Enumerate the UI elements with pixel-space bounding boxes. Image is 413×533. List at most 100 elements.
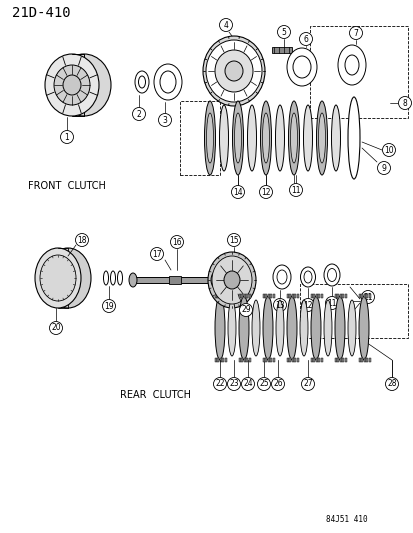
Bar: [337, 358, 339, 362]
Text: 21D-410: 21D-410: [12, 6, 71, 20]
Ellipse shape: [327, 269, 336, 281]
Ellipse shape: [35, 248, 81, 308]
Ellipse shape: [135, 71, 149, 93]
Circle shape: [385, 377, 398, 391]
Bar: [342, 358, 344, 362]
Bar: [248, 358, 250, 362]
Bar: [366, 294, 368, 298]
Bar: [272, 358, 274, 362]
Ellipse shape: [228, 300, 235, 356]
Bar: [286, 358, 288, 362]
Circle shape: [132, 108, 145, 120]
Bar: [169, 276, 180, 284]
Text: 28: 28: [386, 379, 396, 389]
Circle shape: [227, 377, 240, 391]
Text: 23: 23: [229, 379, 238, 389]
Ellipse shape: [63, 75, 81, 95]
Ellipse shape: [207, 252, 255, 308]
Text: 27: 27: [302, 379, 312, 389]
Bar: [342, 294, 344, 298]
Circle shape: [277, 26, 290, 38]
Bar: [262, 358, 264, 362]
Ellipse shape: [219, 105, 228, 171]
Text: 84J51 410: 84J51 410: [325, 514, 367, 523]
Ellipse shape: [204, 101, 215, 175]
Text: FRONT  CLUTCH: FRONT CLUTCH: [28, 181, 106, 191]
Ellipse shape: [247, 105, 256, 171]
Circle shape: [227, 233, 240, 246]
Circle shape: [349, 27, 362, 39]
Ellipse shape: [110, 271, 115, 285]
Ellipse shape: [211, 256, 252, 304]
Bar: [344, 358, 346, 362]
Ellipse shape: [202, 36, 264, 106]
Circle shape: [239, 303, 252, 317]
Ellipse shape: [286, 296, 296, 360]
Text: 9: 9: [381, 164, 385, 173]
Bar: [315, 358, 317, 362]
Ellipse shape: [316, 101, 327, 175]
Ellipse shape: [331, 105, 339, 171]
Bar: [267, 358, 269, 362]
Ellipse shape: [54, 65, 90, 105]
Circle shape: [301, 377, 314, 391]
Bar: [270, 358, 272, 362]
Bar: [222, 294, 224, 298]
Text: 1: 1: [64, 133, 69, 141]
Circle shape: [150, 247, 163, 261]
Ellipse shape: [347, 97, 359, 179]
Circle shape: [289, 183, 302, 197]
Text: 12: 12: [261, 188, 270, 197]
Text: 2: 2: [136, 109, 141, 118]
Ellipse shape: [40, 255, 76, 301]
Ellipse shape: [292, 56, 310, 78]
Ellipse shape: [323, 300, 331, 356]
Bar: [238, 358, 240, 362]
Bar: [271, 47, 291, 53]
Ellipse shape: [318, 113, 325, 163]
Ellipse shape: [303, 105, 312, 171]
Bar: [318, 358, 320, 362]
Ellipse shape: [211, 271, 223, 289]
Ellipse shape: [344, 55, 358, 75]
Bar: [368, 294, 370, 298]
Bar: [291, 294, 293, 298]
Bar: [363, 294, 365, 298]
Text: 6: 6: [303, 35, 308, 44]
Ellipse shape: [45, 54, 99, 116]
Ellipse shape: [275, 300, 283, 356]
Bar: [334, 358, 336, 362]
Bar: [296, 358, 298, 362]
Bar: [358, 358, 360, 362]
Bar: [291, 358, 293, 362]
Circle shape: [50, 321, 62, 335]
Text: 18: 18: [77, 236, 87, 245]
Bar: [334, 294, 336, 298]
Circle shape: [102, 300, 115, 312]
Bar: [246, 358, 248, 362]
Text: REAR  CLUTCH: REAR CLUTCH: [120, 390, 190, 400]
Text: 10: 10: [383, 146, 393, 155]
Bar: [294, 294, 296, 298]
Text: 12: 12: [302, 301, 312, 310]
Ellipse shape: [358, 296, 368, 360]
Bar: [217, 358, 219, 362]
Text: 25: 25: [259, 379, 268, 389]
Ellipse shape: [286, 48, 316, 86]
Bar: [243, 294, 245, 298]
Circle shape: [361, 290, 374, 303]
Bar: [214, 294, 216, 298]
Ellipse shape: [262, 296, 272, 360]
Bar: [318, 294, 320, 298]
Circle shape: [273, 298, 286, 311]
Ellipse shape: [154, 64, 182, 100]
Text: 21: 21: [362, 293, 372, 302]
Text: 14: 14: [233, 188, 242, 197]
Bar: [310, 358, 312, 362]
Text: 3: 3: [162, 116, 167, 125]
Ellipse shape: [206, 40, 261, 102]
Ellipse shape: [224, 61, 242, 81]
Bar: [320, 294, 322, 298]
Circle shape: [60, 131, 74, 143]
Circle shape: [259, 185, 272, 198]
